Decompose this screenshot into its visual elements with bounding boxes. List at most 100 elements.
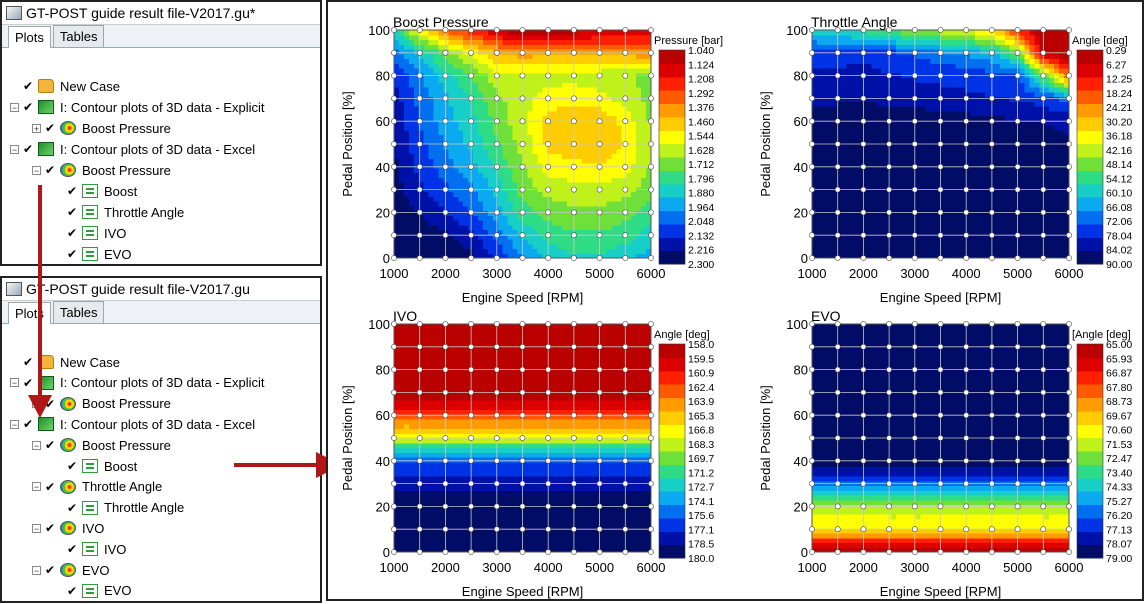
tab-plots[interactable]: Plots	[8, 302, 51, 324]
checkbox[interactable]: ✔	[22, 101, 34, 113]
contour-cell	[602, 35, 608, 40]
contour-cell	[990, 149, 996, 154]
contour-cell	[990, 130, 996, 135]
checkbox[interactable]: ✔	[66, 248, 78, 260]
contour-cell	[950, 249, 956, 254]
tree-item[interactable]: +✔Boost Pressure	[32, 394, 171, 414]
tree-item[interactable]: −✔I: Contour plots of 3D data - Excel	[10, 139, 255, 159]
checkbox[interactable]: ✔	[44, 398, 56, 410]
checkbox[interactable]: ✔	[66, 227, 78, 239]
checkbox[interactable]: ✔	[44, 122, 56, 134]
tree-item[interactable]: ✔Throttle Angle	[54, 498, 184, 518]
contour-cell	[483, 40, 489, 45]
contour-cell	[856, 68, 862, 73]
checkbox[interactable]: ✔	[66, 185, 78, 197]
collapse-icon[interactable]: −	[32, 524, 41, 533]
tree-item[interactable]: −✔EVO	[32, 560, 109, 580]
collapse-icon[interactable]: −	[10, 420, 19, 429]
contour-cell	[842, 116, 848, 121]
checkbox[interactable]: ✔	[44, 522, 56, 534]
collapse-icon[interactable]: −	[10, 378, 19, 387]
tree-item[interactable]: ✔IVO	[54, 223, 126, 243]
checkbox[interactable]: ✔	[66, 206, 78, 218]
contour-cell	[537, 163, 543, 168]
contour-cell	[438, 82, 444, 87]
contour-cell	[503, 196, 509, 201]
tree-item[interactable]: −✔Boost Pressure	[32, 435, 171, 455]
contour-cell	[955, 54, 961, 59]
tree-item[interactable]: ✔IVO	[54, 539, 126, 559]
contour-cell	[1029, 215, 1035, 220]
tree-item[interactable]: −✔IVO	[32, 518, 104, 538]
tab-tables[interactable]: Tables	[53, 25, 105, 47]
tab-tables[interactable]: Tables	[53, 301, 105, 323]
tree-item[interactable]: +✔Boost Pressure	[32, 118, 171, 138]
collapse-icon[interactable]: −	[10, 145, 19, 154]
contour-cell	[532, 35, 538, 40]
tree-item[interactable]: ✔EVO	[54, 581, 131, 601]
checkbox[interactable]: ✔	[22, 418, 34, 430]
contour-cell	[975, 230, 981, 235]
contour-cell	[438, 249, 444, 254]
contour-cell	[1025, 211, 1031, 216]
contour-cell	[916, 220, 922, 225]
checkbox[interactable]: ✔	[44, 164, 56, 176]
tree-item[interactable]: ✔Boost	[54, 456, 137, 476]
tree-item[interactable]: −✔I: Contour plots of 3D data - Explicit	[10, 373, 264, 393]
checkbox[interactable]: ✔	[44, 564, 56, 576]
tree-item[interactable]: ✔New Case	[10, 352, 120, 372]
contour-cell	[852, 192, 858, 197]
contour-cell	[448, 196, 454, 201]
contour-cell	[523, 101, 529, 106]
contour-cell	[488, 182, 494, 187]
contour-cell	[621, 149, 627, 154]
contour-cell	[503, 225, 509, 230]
tree-item[interactable]: −✔Boost Pressure	[32, 160, 171, 180]
checkbox[interactable]: ✔	[44, 439, 56, 451]
tree-item[interactable]: ✔New Case	[10, 76, 120, 96]
tree-item[interactable]: −✔I: Contour plots of 3D data - Excel	[10, 414, 255, 434]
tree-item[interactable]: ✔Boost	[54, 181, 137, 201]
tree-item[interactable]: −✔Throttle Angle	[32, 477, 162, 497]
expand-icon[interactable]: +	[32, 399, 41, 408]
checkbox[interactable]: ✔	[66, 585, 78, 597]
collapse-icon[interactable]: −	[32, 482, 41, 491]
tab-plots[interactable]: Plots	[8, 26, 51, 48]
contour-cell	[592, 220, 598, 225]
collapse-icon[interactable]: −	[32, 166, 41, 175]
collapse-icon[interactable]: −	[32, 566, 41, 575]
contour-cell	[926, 177, 932, 182]
contour-cell	[876, 173, 882, 178]
tree-item[interactable]: ✔EVO	[54, 244, 131, 264]
contour-cell	[621, 82, 627, 87]
checkbox[interactable]: ✔	[22, 356, 34, 368]
contour-cell	[438, 135, 444, 140]
checkbox[interactable]: ✔	[66, 460, 78, 472]
collapse-icon[interactable]: −	[32, 441, 41, 450]
contour-cell	[817, 173, 823, 178]
contour-cell	[582, 40, 588, 45]
contour-cell	[631, 106, 637, 111]
tree-item[interactable]: ✔Throttle Angle	[54, 202, 184, 222]
contour-cell	[523, 44, 529, 49]
contour-cell	[941, 177, 947, 182]
contour-cell	[513, 177, 519, 182]
checkbox[interactable]: ✔	[22, 377, 34, 389]
checkbox[interactable]: ✔	[44, 481, 56, 493]
contour-cell	[896, 78, 902, 83]
tree-item[interactable]: −✔I: Contour plots of 3D data - Explicit	[10, 97, 264, 117]
contour-cell	[980, 40, 986, 45]
collapse-icon[interactable]: −	[10, 103, 19, 112]
checkbox[interactable]: ✔	[66, 502, 78, 514]
contour-cell	[621, 196, 627, 201]
checkbox[interactable]: ✔	[22, 80, 34, 92]
contour-cell	[582, 92, 588, 97]
checkbox[interactable]: ✔	[22, 143, 34, 155]
contour-cell	[941, 149, 947, 154]
contour-cell	[537, 225, 543, 230]
expand-icon[interactable]: +	[32, 124, 41, 133]
checkbox[interactable]: ✔	[66, 543, 78, 555]
contour-cell	[822, 44, 828, 49]
contour-cell	[975, 125, 981, 130]
contour-cell	[577, 78, 583, 83]
